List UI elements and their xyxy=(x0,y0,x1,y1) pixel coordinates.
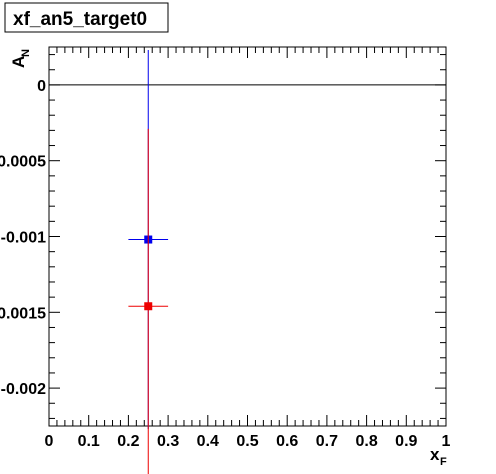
x-axis-label: x F xyxy=(430,445,447,468)
data-series xyxy=(128,50,169,474)
x-axis-subscript: F xyxy=(440,456,447,468)
x-tick-label: 0.5 xyxy=(236,433,258,450)
x-tick-label: 0.8 xyxy=(355,433,377,450)
x-tick-label: 0.9 xyxy=(395,433,417,450)
plot-frame xyxy=(48,46,447,427)
y-axis-label: A N xyxy=(9,49,32,68)
x-tick-label: 0.4 xyxy=(197,433,219,450)
x-axis-title: x xyxy=(430,445,440,464)
y-axis-subscript: N xyxy=(20,49,32,57)
chart-title: xf_an5_target0 xyxy=(13,9,147,30)
x-tick-label: 0 xyxy=(45,433,54,450)
series-1 xyxy=(128,128,169,474)
title-box xyxy=(4,2,169,33)
x-tick-label: 0.2 xyxy=(117,433,139,450)
axis-ticks xyxy=(48,47,447,426)
y-tick-label: -0.001 xyxy=(1,230,46,247)
y-axis-title: A xyxy=(9,56,28,68)
x-tick-label: 1 xyxy=(442,433,451,450)
data-point xyxy=(144,302,153,311)
y-tick-label: 0 xyxy=(37,78,46,95)
y-tick-label: -0.002 xyxy=(1,381,46,398)
x-tick-label: 0.6 xyxy=(276,433,298,450)
x-tick-label: 0.7 xyxy=(316,433,338,450)
y-tick-label: -0.0005 xyxy=(0,154,46,171)
x-tick-label: 0.3 xyxy=(157,433,179,450)
y-tick-label: -0.0015 xyxy=(0,305,46,322)
tick-labels: 0 0.1 0.2 0.3 0.4 0.5 0.6 0.7 0.8 0.9 1 0 -0.0005 -0.… xyxy=(0,78,451,450)
x-tick-label: 0.1 xyxy=(78,433,100,450)
